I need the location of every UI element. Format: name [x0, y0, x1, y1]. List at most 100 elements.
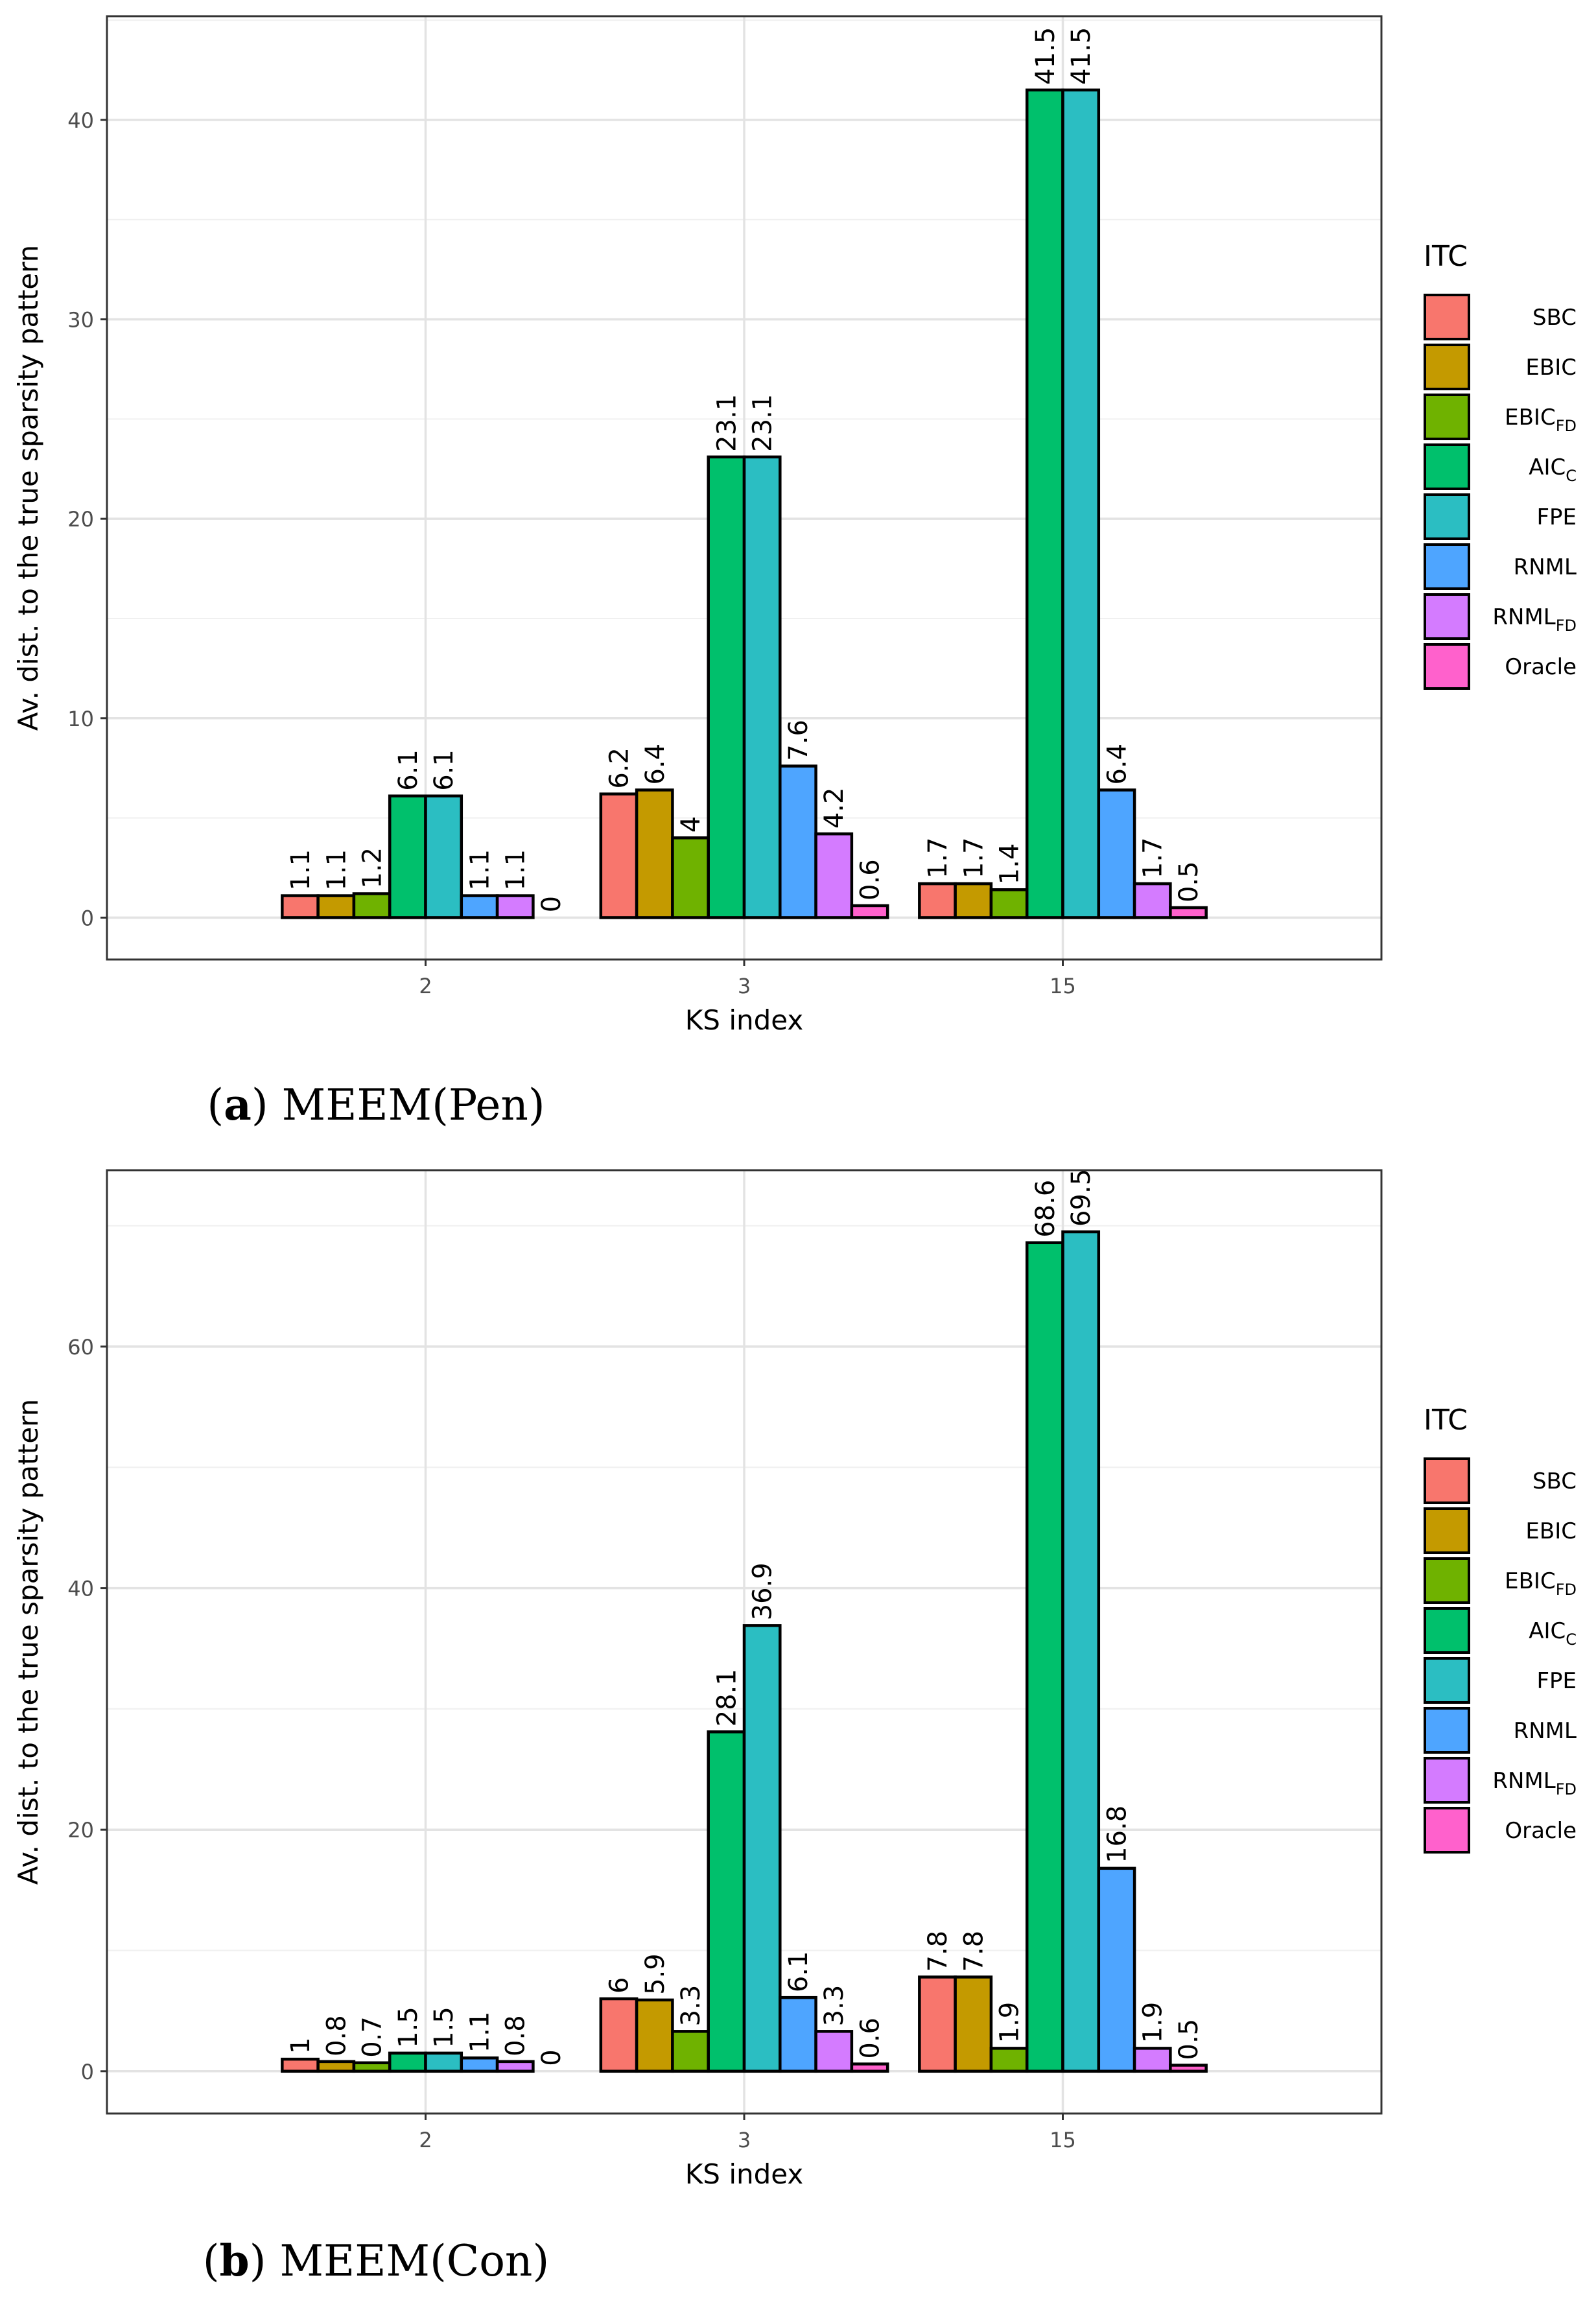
data-label: 36.9	[748, 1562, 778, 1620]
legend-label-sbc: SBC	[1532, 1468, 1577, 1494]
data-label: 1.9	[1138, 2002, 1168, 2043]
legend-swatch-rnml-fd	[1424, 1757, 1470, 1804]
x-axis-title: KS index	[685, 2158, 803, 2190]
legend-swatch-ebic	[1424, 344, 1470, 390]
data-label: 1.1	[322, 849, 351, 891]
data-label: 1.7	[959, 837, 989, 878]
legend-label-main: EBIC	[1525, 1518, 1577, 1544]
bar-ebic-fd-ks-15	[989, 888, 1029, 919]
legend-label-fpe: FPE	[1536, 1668, 1577, 1694]
y-axis-title: Av. dist. to the true sparsity pattern	[12, 1399, 44, 1885]
legend-title: ITC	[1424, 240, 1468, 273]
caption-letter: b	[219, 2235, 250, 2286]
legend-label-main: AIC	[1529, 454, 1566, 480]
legend-label-main: SBC	[1532, 1468, 1577, 1494]
chart-meem-pen: 1.1 6.2 1.7 1.1 6.4 1.7 1.2 4 1.4 6.1 23.1 41.5 6.1 2…	[12, 15, 1577, 1036]
data-label: 1.1	[286, 849, 316, 891]
legend-label-main: EBIC	[1505, 405, 1556, 430]
legend-label-rnml: RNML	[1514, 1718, 1577, 1744]
bar-rnml-ks-3	[779, 764, 817, 919]
x-tick-label: 15	[1050, 2128, 1076, 2152]
y-tick-label: 10	[67, 707, 94, 731]
bar-oracle-ks-15	[1169, 906, 1208, 919]
data-label: 23.1	[712, 394, 742, 452]
legend-label-subscript: FD	[1556, 617, 1577, 635]
caption-letter: a	[224, 1079, 252, 1130]
legend-label-oracle: Oracle	[1505, 654, 1577, 680]
y-tick-label: 60	[67, 1335, 94, 1360]
data-label: 6.1	[393, 749, 423, 791]
legend-swatch-oracle	[1424, 643, 1470, 690]
bar-ebic-fd-ks-3	[671, 2030, 710, 2073]
legend-label-subscript: C	[1566, 1631, 1577, 1649]
legend-label-main: EBIC	[1505, 1568, 1556, 1594]
data-label: 0.7	[358, 2016, 388, 2058]
data-label: 7.8	[959, 1931, 989, 1972]
y-tick-label: 30	[67, 308, 94, 333]
legend-label-main: FPE	[1536, 1668, 1577, 1694]
data-label: 1.5	[429, 2007, 459, 2048]
caption-meem-con: (b) MEEM(Con)	[202, 2235, 550, 2286]
bar-rnml-fd-ks-3	[814, 2030, 854, 2073]
bar-rnml-fd-ks-3	[814, 832, 854, 919]
legend-label-subscript: C	[1566, 467, 1577, 485]
caption-text: MEEM(Pen)	[281, 1080, 545, 1130]
data-label: 0.5	[1174, 861, 1204, 902]
data-label: 4.2	[819, 788, 849, 829]
bar-rnml-fd-ks-2	[495, 894, 535, 919]
legend-label-ebic: EBIC	[1525, 355, 1577, 381]
bar-ebic-ks-2	[316, 2060, 356, 2073]
bar-rnml-fd-ks-15	[1132, 882, 1172, 919]
legend-label-aic-c: AICC	[1529, 454, 1577, 485]
data-label: 1.7	[923, 837, 953, 878]
legend-swatch-rnml-fd	[1424, 593, 1470, 640]
legend-swatch-ebic-fd	[1424, 394, 1470, 440]
bar-sbc-ks-3	[599, 1997, 639, 2073]
bar-rnml-ks-3	[779, 1996, 817, 2073]
x-tick-label: 3	[738, 2128, 751, 2152]
bar-ebic-ks-2	[316, 894, 356, 919]
legend-swatch-fpe	[1424, 493, 1470, 540]
data-label: 1	[286, 2038, 316, 2054]
bar-rnml-ks-2	[460, 894, 499, 919]
bar-ebic-ks-15	[954, 1975, 993, 2073]
legend-label-main: SBC	[1532, 305, 1577, 331]
legend-label-subscript: FD	[1556, 417, 1577, 435]
data-label: 16.8	[1102, 1806, 1132, 1863]
bar-ebic-ks-3	[635, 788, 674, 919]
bar-ebic-fd-ks-3	[671, 836, 710, 919]
bar-rnml-ks-15	[1097, 788, 1136, 919]
legend-swatch-fpe	[1424, 1657, 1470, 1704]
bar-sbc-ks-2	[281, 894, 320, 919]
y-tick-label: 0	[81, 906, 94, 930]
legend-label-main: RNML	[1514, 554, 1577, 580]
data-label: 6.4	[640, 744, 670, 785]
data-label: 6.1	[784, 1951, 814, 1993]
legend-label-main: RNML	[1514, 1718, 1577, 1744]
bar-ebic-fd-ks-15	[989, 2047, 1029, 2073]
legend-label-main: FPE	[1536, 504, 1577, 530]
bar-oracle-ks-15	[1169, 2064, 1208, 2073]
y-axis-title: Av. dist. to the true sparsity pattern	[12, 245, 44, 731]
legend-label-main: RNML	[1492, 1768, 1555, 1794]
data-label: 6.2	[604, 748, 634, 789]
data-label: 0.8	[322, 2015, 351, 2056]
legend-swatch-aic-c	[1424, 443, 1470, 490]
bar-fpe-ks-3	[742, 455, 782, 919]
legend-swatch-ebic	[1424, 1507, 1470, 1554]
data-label: 7.6	[784, 720, 814, 761]
bar-rnml-fd-ks-2	[495, 2060, 535, 2073]
data-label: 1.5	[393, 2007, 423, 2048]
legend-label-ebic-fd: EBICFD	[1505, 1568, 1577, 1599]
data-label: 7.8	[923, 1931, 953, 1972]
bar-fpe-ks-2	[424, 794, 464, 919]
legend-label-rnml-fd: RNMLFD	[1492, 604, 1577, 635]
bar-aic-c-ks-3	[707, 455, 746, 919]
legend-label-rnml: RNML	[1514, 554, 1577, 580]
data-label: 1.1	[501, 849, 531, 891]
legend-label-fpe: FPE	[1536, 504, 1577, 530]
legend-label-ebic-fd: EBICFD	[1505, 405, 1577, 435]
legend-swatch-sbc	[1424, 294, 1470, 340]
bar-ebic-ks-3	[635, 1998, 674, 2073]
bar-sbc-ks-15	[918, 882, 957, 919]
